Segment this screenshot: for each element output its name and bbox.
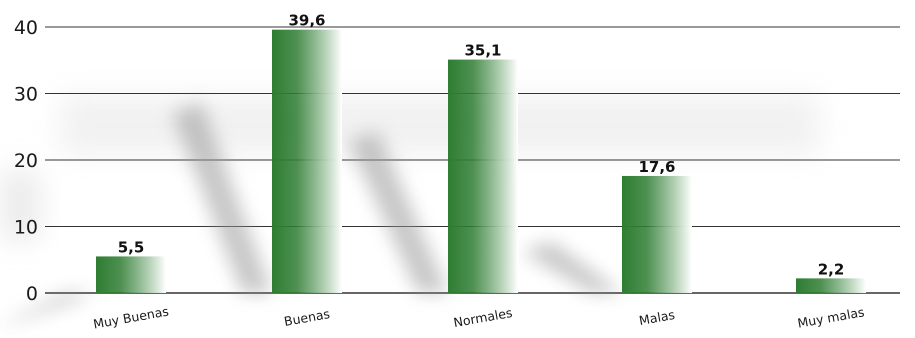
bar: [448, 59, 518, 294]
bar: [796, 278, 866, 293]
data-label: 5,5: [118, 238, 145, 256]
y-tick-label: 30: [14, 84, 38, 106]
data-label: 17,6: [638, 158, 675, 176]
data-label: 2,2: [818, 260, 845, 278]
haze-left: [0, 170, 40, 240]
bar-shadows: [0, 102, 622, 327]
bar: [272, 29, 342, 293]
data-labels: 5,5 39,6 35,1 17,6 2,2: [118, 12, 845, 279]
x-tick-label: Muy Buenas: [92, 303, 170, 331]
y-tick-label: 20: [14, 150, 38, 172]
x-tick-label: Normales: [452, 305, 513, 330]
x-tick-label: Buenas: [283, 306, 331, 329]
x-axis-labels: Muy Buenas Buenas Normales Malas Muy malas: [92, 303, 865, 331]
bar-shadow: [172, 102, 272, 294]
bar-shadow: [348, 131, 448, 293]
y-tick-label: 40: [14, 17, 38, 39]
data-label: 39,6: [288, 12, 325, 30]
data-label: 35,1: [464, 42, 501, 60]
bar: [96, 256, 166, 293]
x-tick-label: Muy malas: [796, 304, 865, 331]
haze-band: [60, 95, 820, 155]
bar: [622, 175, 692, 293]
bars: [96, 29, 866, 294]
y-tick-label: 0: [26, 283, 38, 305]
y-axis-ticks: 0 10 20 30 40: [14, 17, 38, 305]
x-tick-label: Malas: [638, 307, 676, 328]
y-tick-label: 10: [14, 217, 38, 239]
bar-shadow: [522, 241, 622, 293]
bar-shadow: [0, 293, 96, 327]
